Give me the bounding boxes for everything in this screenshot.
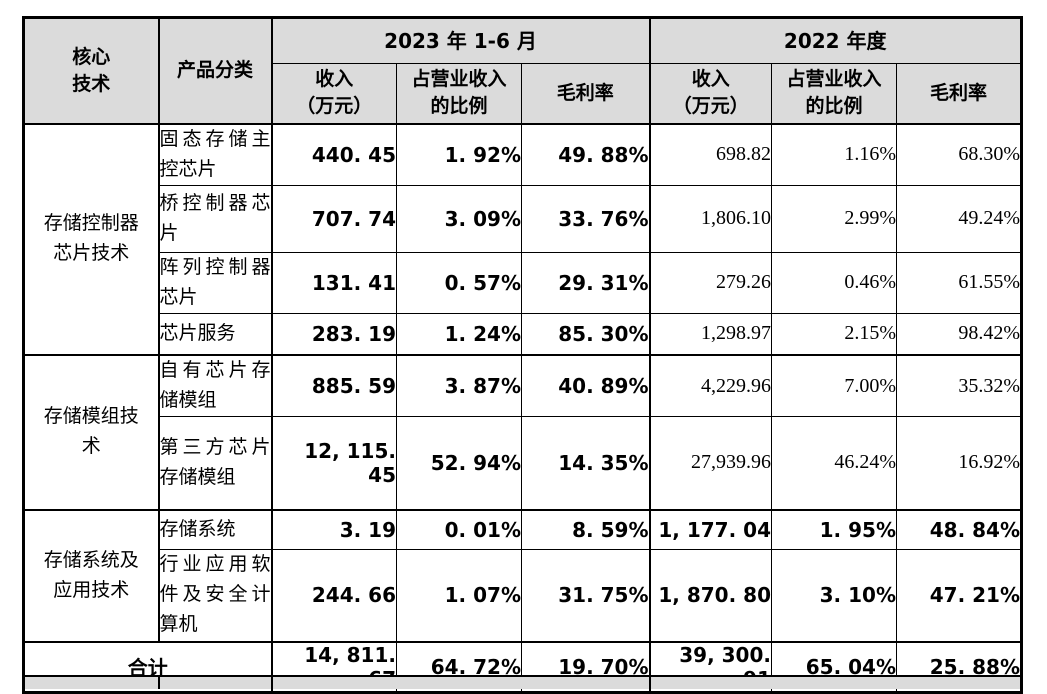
margin-2022-cell: 61.55%: [896, 251, 1022, 314]
margin-2023-cell: 85. 30%: [521, 312, 650, 356]
header-margin-2022: 毛利率: [896, 63, 1022, 124]
margin-2022-cell: 16.92%: [896, 416, 1022, 510]
product-name-cell: 第三方芯片存储模组: [157, 416, 272, 510]
group-name-cell: 存储系统及 应用技术: [23, 508, 159, 642]
revenue-2022-cell: 698.82: [648, 122, 772, 186]
core-technology-revenue-table: 核心 技术 产品分类 2023 年 1-6 月 2022 年度 收入 （万元） …: [22, 16, 1023, 694]
header-ratio-2022: 占营业收入 的比例: [771, 63, 897, 124]
ratio-2023-cell: 3. 87%: [396, 354, 522, 417]
table-row: 行业应用软件及安全计算机 244. 66 1. 07% 31. 75% 1, 8…: [24, 549, 1022, 642]
header-revenue-2023: 收入 （万元）: [270, 63, 397, 124]
group-name-cell: 存储控制器 芯片技术: [23, 122, 159, 356]
margin-2023-cell: 8. 59%: [521, 508, 650, 550]
ratio-2022-cell: 1. 95%: [771, 508, 897, 550]
ratio-2023-cell: 1. 92%: [396, 122, 522, 186]
header-row-periods: 核心 技术 产品分类 2023 年 1-6 月 2022 年度: [23, 17, 1022, 124]
revenue-2023-cell: 885. 59: [270, 354, 397, 417]
revenue-2022-cell: 27,939.96: [648, 416, 772, 510]
product-name-cell: 存储系统: [157, 508, 272, 550]
product-name-cell: 芯片服务: [157, 312, 272, 356]
table-row: 芯片服务 283. 19 1. 24% 85. 30% 1,298.97 2.1…: [24, 312, 1022, 356]
margin-2023-cell: 31. 75%: [521, 549, 650, 642]
revenue-2023-cell: 3. 19: [270, 508, 397, 550]
revenue-2023-cell: 440. 45: [270, 122, 397, 186]
margin-2022-cell: 98.42%: [896, 312, 1022, 356]
revenue-2022-cell: 1,806.10: [648, 184, 772, 253]
product-name-cell: 自有芯片存储模组: [157, 354, 272, 417]
margin-2023-cell: 33. 76%: [521, 184, 650, 253]
margin-2023-cell: 29. 31%: [521, 251, 650, 314]
table-row: 阵列控制器芯片 131. 41 0. 57% 29. 31% 279.26 0.…: [24, 251, 1022, 314]
margin-2022-cell: 35.32%: [896, 354, 1022, 417]
margin-2022-cell: 48. 84%: [896, 508, 1022, 550]
ratio-2023-cell: 3. 09%: [396, 184, 522, 253]
ratio-2022-cell: 3. 10%: [771, 549, 897, 642]
header-period-2023: 2023 年 1-6 月: [270, 17, 650, 64]
margin-2022-cell: 68.30%: [896, 122, 1022, 186]
margin-2022-cell: 49.24%: [896, 184, 1022, 253]
ratio-2023-cell: 52. 94%: [396, 416, 522, 510]
ratio-2022-cell: 46.24%: [771, 416, 897, 510]
margin-2022-cell: 47. 21%: [896, 549, 1022, 642]
ratio-2023-cell: 0. 57%: [396, 251, 522, 314]
product-name-cell: 阵列控制器芯片: [157, 251, 272, 314]
header-margin-2023: 毛利率: [521, 63, 650, 124]
header-core-tech: 核心 技术: [23, 17, 159, 124]
ratio-2023-cell: 1. 24%: [396, 312, 522, 356]
ratio-2022-cell: 7.00%: [771, 354, 897, 417]
product-name-cell: 固态存储主控芯片: [157, 122, 272, 186]
revenue-2023-cell: 244. 66: [270, 549, 397, 642]
table-row: 存储模组技 术 自有芯片存储模组 885. 59 3. 87% 40. 89% …: [23, 354, 1022, 510]
header-ratio-2023: 占营业收入 的比例: [396, 63, 522, 124]
header-product-category: 产品分类: [157, 17, 272, 124]
table-row: 桥控制器芯片 707. 74 3. 09% 33. 76% 1,806.10 2…: [24, 184, 1022, 253]
table-row: 存储控制器 芯片技术 固态存储主控芯片 440. 45 1. 92% 49. 8…: [23, 122, 1022, 356]
ratio-2023-cell: 0. 01%: [396, 508, 522, 550]
ratio-2022-cell: 2.99%: [771, 184, 897, 253]
header-revenue-2022: 收入 （万元）: [648, 63, 772, 124]
group-name-cell: 存储模组技 术: [23, 354, 159, 510]
ratio-2022-cell: 2.15%: [771, 312, 897, 356]
ratio-2022-cell: 0.46%: [771, 251, 897, 314]
table-row: 存储系统及 应用技术 存储系统 3. 19 0. 01% 8. 59% 1, 1…: [23, 508, 1022, 642]
margin-2023-cell: 49. 88%: [521, 122, 650, 186]
revenue-2023-cell: 707. 74: [270, 184, 397, 253]
product-name-cell: 行业应用软件及安全计算机: [157, 549, 272, 642]
header-period-2022: 2022 年度: [648, 17, 1022, 64]
revenue-2022-cell: 1, 870. 80: [648, 549, 772, 642]
ratio-2022-cell: 1.16%: [771, 122, 897, 186]
margin-2023-cell: 14. 35%: [521, 416, 650, 510]
revenue-2023-cell: 131. 41: [270, 251, 397, 314]
revenue-2022-cell: 1,298.97: [648, 312, 772, 356]
revenue-2023-cell: 283. 19: [270, 312, 397, 356]
revenue-2023-cell: 12, 115. 45: [270, 416, 397, 510]
next-table-header-sliver: [22, 675, 1023, 689]
margin-2023-cell: 40. 89%: [521, 354, 650, 417]
product-name-cell: 桥控制器芯片: [157, 184, 272, 253]
ratio-2023-cell: 1. 07%: [396, 549, 522, 642]
revenue-2022-cell: 1, 177. 04: [648, 508, 772, 550]
header-row-metrics: 收入 （万元） 占营业收入 的比例 毛利率 收入 （万元） 占营业收入 的比例 …: [24, 63, 1022, 124]
revenue-2022-cell: 4,229.96: [648, 354, 772, 417]
revenue-2022-cell: 279.26: [648, 251, 772, 314]
table-row: 第三方芯片存储模组 12, 115. 45 52. 94% 14. 35% 27…: [24, 416, 1022, 510]
